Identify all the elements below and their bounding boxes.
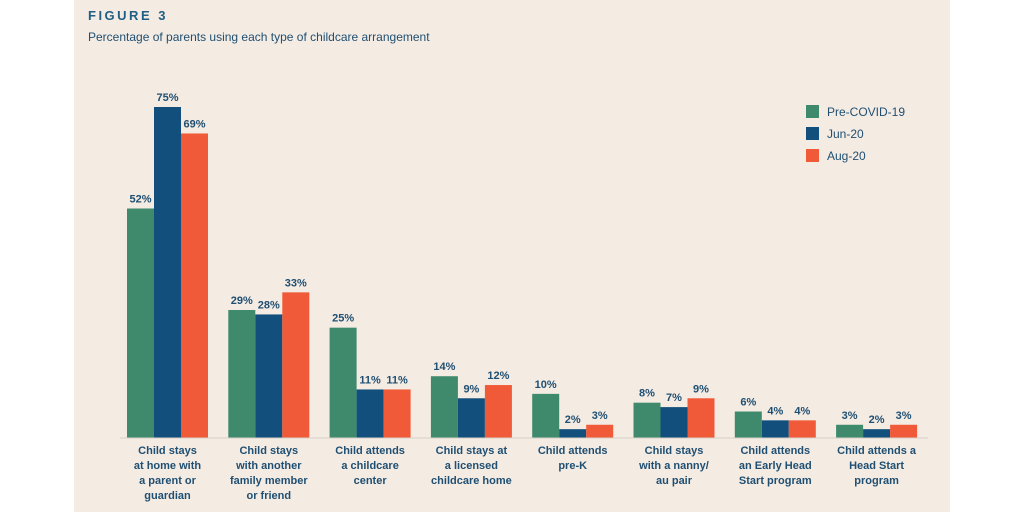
value-label-5-2: 9% — [693, 383, 709, 395]
bar-5-2 — [687, 398, 715, 438]
bar-7-2 — [890, 424, 918, 438]
legend-label-2: Aug-20 — [827, 149, 866, 163]
value-label-3-0: 14% — [433, 361, 455, 373]
bar-6-1 — [761, 420, 789, 438]
bar-2-2 — [383, 389, 411, 438]
value-label-4-1: 2% — [565, 414, 581, 426]
value-label-7-2: 3% — [896, 410, 912, 422]
value-label-4-2: 3% — [592, 410, 608, 422]
bar-0-2 — [181, 133, 208, 439]
legend-label-0: Pre-COVID-19 — [827, 105, 905, 119]
category-label-3: Child stays at a licensed childcare home — [431, 445, 512, 487]
value-label-3-2: 12% — [487, 370, 509, 382]
legend-swatch-0 — [806, 105, 819, 118]
bar-1-1 — [255, 314, 283, 438]
value-label-1-0: 29% — [231, 295, 253, 307]
value-label-7-0: 3% — [842, 410, 858, 422]
value-label-5-1: 7% — [666, 392, 682, 404]
category-label-7: Child attends a Head Start program — [837, 445, 917, 487]
bar-7-1 — [863, 429, 891, 438]
value-label-2-0: 25% — [332, 313, 354, 325]
category-label-5: Child stays with a nanny/au pair — [638, 445, 709, 487]
category-label-0: Child stays at home with a parent or guardi… — [134, 445, 202, 502]
legend-swatch-1 — [806, 127, 819, 140]
value-label-0-2: 69% — [183, 118, 205, 130]
bar-1-2 — [282, 292, 310, 438]
bar-5-1 — [660, 407, 688, 438]
value-label-0-1: 75% — [156, 92, 178, 104]
bars-group — [127, 107, 918, 439]
bar-2-0 — [329, 327, 357, 438]
value-label-7-1: 2% — [869, 414, 885, 426]
value-label-0-0: 52% — [129, 194, 151, 206]
value-label-6-0: 6% — [740, 397, 756, 409]
value-label-1-2: 33% — [285, 277, 307, 289]
bar-3-0 — [430, 376, 458, 438]
legend-swatch-2 — [806, 149, 819, 162]
bar-4-0 — [532, 393, 560, 438]
value-label-5-0: 8% — [639, 388, 655, 400]
legend: Pre-COVID-19 Jun-20 Aug-20 — [806, 105, 905, 163]
category-label-6: Child attends an Early Head Start program — [739, 445, 812, 487]
value-label-4-0: 10% — [535, 379, 557, 391]
category-label-2: Child attends a childcare center — [335, 445, 405, 487]
figure-label: FIGURE 3 — [88, 8, 168, 23]
bar-7-0 — [836, 424, 864, 438]
bar-1-0 — [228, 310, 256, 438]
value-label-3-1: 9% — [463, 383, 479, 395]
bar-4-2 — [586, 424, 614, 438]
value-label-6-2: 4% — [794, 405, 810, 417]
category-label-1: Child stays with another family member or f… — [230, 445, 308, 502]
value-label-1-1: 28% — [258, 299, 280, 311]
value-label-6-1: 4% — [767, 405, 783, 417]
bar-0-0 — [127, 208, 154, 438]
bar-6-2 — [788, 420, 816, 438]
bar-3-2 — [484, 385, 512, 438]
bar-2-1 — [356, 389, 384, 438]
value-label-2-2: 11% — [386, 374, 408, 386]
bar-4-1 — [559, 429, 587, 438]
category-labels-group: Child stays at home with a parent or guardi… — [134, 445, 917, 502]
bar-0-1 — [154, 107, 181, 438]
value-label-2-1: 11% — [359, 374, 381, 386]
value-labels-group: 52% 75% 69% 29% 28% 33% 25% 11% 11% 14% 9% 12% 10% 2%… — [129, 92, 911, 426]
chart-title: Percentage of parents using each type of… — [88, 30, 430, 44]
bar-5-0 — [633, 402, 661, 438]
legend-label-1: Jun-20 — [827, 127, 864, 141]
bar-3-1 — [457, 398, 485, 438]
bar-6-0 — [734, 411, 762, 438]
category-label-4: Child attends pre-K — [538, 445, 608, 472]
